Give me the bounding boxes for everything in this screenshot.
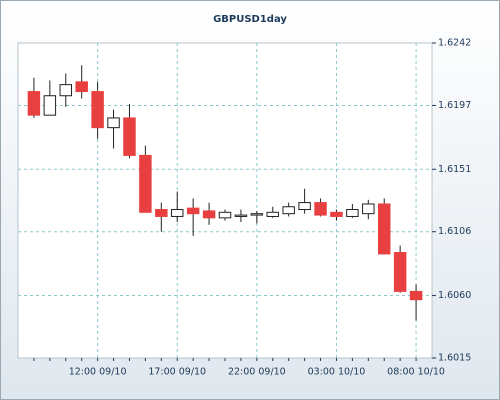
candle-body	[266, 211, 280, 217]
candle-body	[314, 202, 327, 216]
candle-body	[346, 209, 359, 217]
candle-body	[377, 203, 391, 255]
candles	[27, 65, 423, 321]
candle-body	[393, 252, 407, 292]
y-tick-label: 1.6106	[438, 226, 471, 237]
candle-body	[155, 209, 168, 217]
axis-labels: 1.6015 1.6060 1.6106 1.6151 1.6197 1.6242 12:0…	[69, 38, 472, 378]
y-tick-label: 1.6151	[438, 164, 471, 175]
candle-body	[282, 206, 295, 215]
x-tick-label: 03:00 10/10	[308, 367, 366, 378]
candle-body	[330, 211, 343, 217]
candle-body	[362, 203, 375, 215]
candle-body	[107, 117, 120, 129]
x-tick-label: 22:00 09/10	[228, 367, 286, 378]
y-tick-label: 1.6242	[438, 38, 471, 49]
candle-body	[59, 84, 73, 97]
candle-body	[298, 202, 311, 211]
candle-body	[27, 91, 41, 116]
candle-body	[250, 213, 264, 216]
y-tick-label: 1.6060	[438, 290, 471, 301]
x-tick-label: 08:00 10/10	[387, 367, 445, 378]
candle-body	[202, 210, 216, 219]
plot-area	[17, 42, 433, 359]
candle-body	[409, 290, 423, 301]
candle-body	[218, 211, 232, 219]
candle-body	[75, 81, 88, 93]
candle-body	[91, 91, 104, 129]
chart-title: GBPUSD1day	[213, 14, 287, 25]
candle-body	[123, 117, 136, 156]
candle-body	[186, 207, 200, 215]
y-tick-label: 1.6015	[438, 353, 471, 364]
x-tick-label: 12:00 09/10	[69, 367, 127, 378]
x-tick-label: 17:00 09/10	[148, 367, 206, 378]
candle-body	[170, 209, 184, 217]
candle-body	[43, 95, 57, 116]
candle-body	[139, 154, 152, 213]
grid	[18, 42, 436, 361]
y-tick-label: 1.6197	[438, 100, 471, 111]
candle-body	[234, 214, 248, 217]
